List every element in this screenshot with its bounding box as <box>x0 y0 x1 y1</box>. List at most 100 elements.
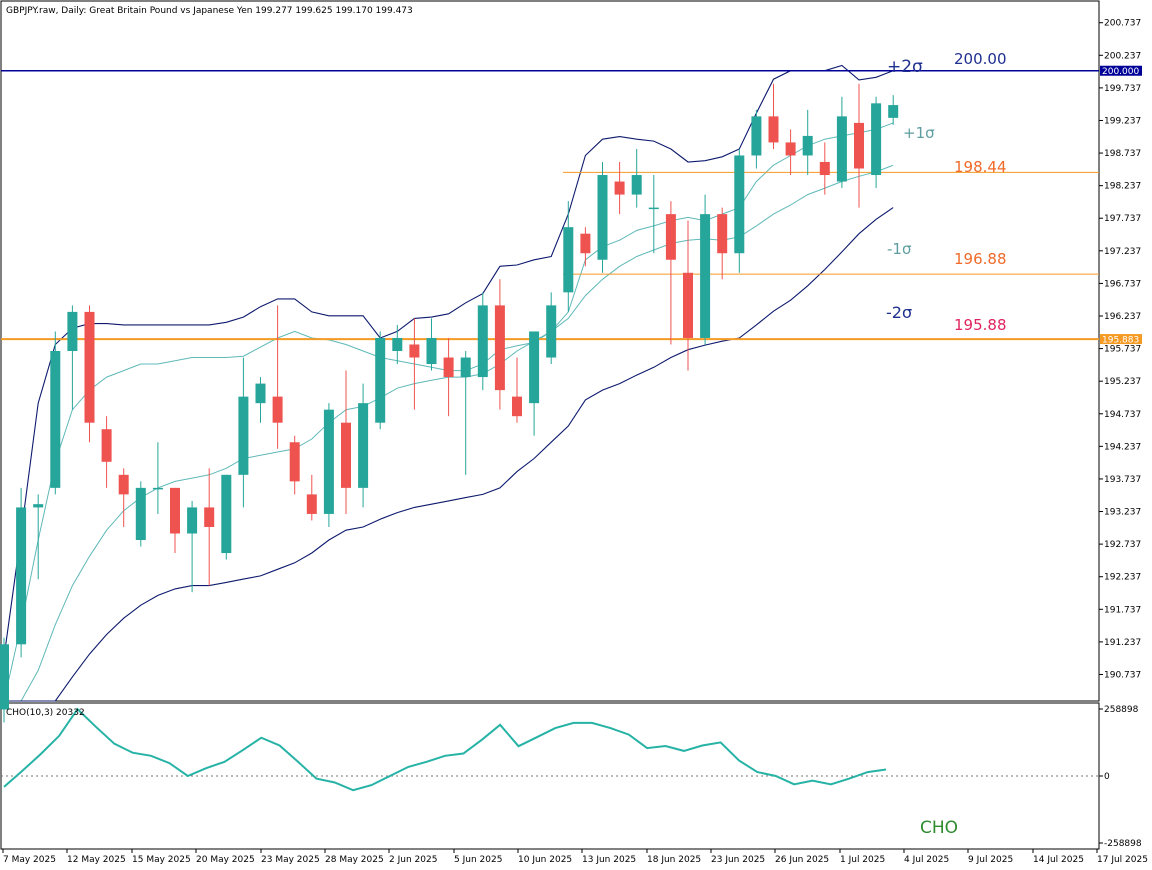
candle-body <box>785 142 796 156</box>
x-tick-label: 26 Jun 2025 <box>775 855 829 865</box>
x-tick-label: 20 May 2025 <box>196 855 255 865</box>
cho-tick-label: 0 <box>1104 772 1110 782</box>
annotation-label: 196.88 <box>954 250 1007 268</box>
candle-body <box>0 644 9 710</box>
candle-body <box>152 487 163 490</box>
candle-body <box>700 214 711 338</box>
y-tick-label: 194.737 <box>1104 410 1141 420</box>
time-axis: 7 May 2025 12 May 2025 15 May 2025 20 May 2… <box>2 849 1148 865</box>
candle-body <box>204 507 215 527</box>
candle-body <box>460 357 471 378</box>
candle-body <box>529 331 540 404</box>
y-tick-label: 192.737 <box>1104 540 1141 550</box>
candle-body <box>255 383 266 404</box>
y-tick-label: 191.737 <box>1104 605 1141 615</box>
annotation-label: +2σ <box>887 57 923 77</box>
candle-body <box>187 507 198 534</box>
candle-body <box>751 116 762 156</box>
band-upper2 <box>3 64 894 658</box>
price-tag-label: 200.000 <box>1102 67 1139 77</box>
indicator-label: CHO(10,3) 20332 <box>6 708 85 718</box>
price-tag <box>1100 334 1142 345</box>
y-tick-label: 199.237 <box>1104 116 1141 126</box>
candle-body <box>392 337 403 351</box>
candle-body <box>888 105 899 118</box>
candle-body <box>717 214 728 254</box>
y-tick-label: 195.737 <box>1104 345 1141 355</box>
band-lower1 <box>4 164 894 702</box>
x-tick-label: 10 Jun 2025 <box>518 855 572 865</box>
candle-body <box>665 214 676 260</box>
chart-title: GBPJPY.raw, Daily: Great Britain Pound v… <box>6 6 413 16</box>
candle-body <box>631 175 642 195</box>
candle-body <box>597 175 608 260</box>
candle-body <box>819 161 830 176</box>
candle-body <box>871 103 882 176</box>
cho-tick-label: -258898 <box>1104 839 1142 849</box>
candle-body <box>118 474 129 495</box>
cho-tick-label: 258898 <box>1104 705 1139 715</box>
candle-body <box>50 351 61 488</box>
x-tick-label: 2 Jun 2025 <box>389 855 437 865</box>
y-tick-label: 193.737 <box>1104 475 1141 485</box>
candle-body <box>409 344 420 358</box>
candles <box>0 83 899 723</box>
x-tick-label: 15 May 2025 <box>132 855 191 865</box>
annotation-label: 200.00 <box>954 50 1007 68</box>
candle-body <box>323 409 334 514</box>
annotation-label: +1σ <box>903 124 935 142</box>
x-tick-label: 17 Jul 2025 <box>1097 855 1148 865</box>
candle-body <box>563 227 574 293</box>
candle-body <box>375 337 386 423</box>
price-tag-label: 195.883 <box>1102 336 1139 346</box>
band-lower2 <box>4 207 894 702</box>
candle-body <box>306 494 317 514</box>
candle-body <box>135 487 146 541</box>
y-tick-label: 200.737 <box>1104 19 1141 29</box>
candle-body <box>734 155 745 254</box>
candle-body <box>683 272 693 338</box>
candle-body <box>272 396 283 423</box>
y-tick-label: 198.737 <box>1104 149 1141 159</box>
candle-body <box>221 474 232 554</box>
y-tick-label: 193.237 <box>1104 508 1141 518</box>
y-tick-label: 196.237 <box>1104 312 1141 322</box>
y-tick-label: 196.737 <box>1104 279 1141 289</box>
x-tick-label: 1 Jul 2025 <box>840 855 885 865</box>
x-tick-label: 4 Jul 2025 <box>904 855 949 865</box>
main-plot-frame <box>0 0 1100 702</box>
y-tick-label: 199.737 <box>1104 84 1141 94</box>
x-tick-label: 23 May 2025 <box>261 855 320 865</box>
y-tick-label: 195.237 <box>1104 377 1141 387</box>
price-axis: 200.737 200.237 199.737 199.237 198.737 198.2… <box>1099 19 1141 680</box>
price-tag <box>1100 65 1142 76</box>
candle-body <box>84 311 95 423</box>
annotation-label: -2σ <box>886 303 912 322</box>
candle-body <box>16 507 27 645</box>
annotations: +2σ +1σ -1σ -2σ 200.00 198.44 196.88 195.88 <box>886 50 1007 334</box>
x-tick-label: 14 Jul 2025 <box>1033 855 1084 865</box>
x-tick-label: 28 May 2025 <box>325 855 384 865</box>
y-tick-label: 197.737 <box>1104 214 1141 224</box>
candle-body <box>238 396 249 475</box>
candle-body <box>33 504 44 508</box>
candle-body <box>477 305 488 378</box>
candle-body <box>443 357 454 378</box>
candle-body <box>580 233 591 254</box>
candle-body <box>170 487 180 534</box>
y-tick-label: 197.237 <box>1104 247 1141 257</box>
candle-body <box>512 396 522 417</box>
annotation-label: 198.44 <box>954 158 1007 176</box>
candle-body <box>802 135 813 156</box>
x-tick-label: 12 May 2025 <box>67 855 126 865</box>
candle-body <box>648 207 659 210</box>
candle-body <box>546 305 557 358</box>
x-tick-label: 7 May 2025 <box>3 855 56 865</box>
cho-indicator: 258898 0 -258898 <box>1 705 1142 849</box>
y-tick-label: 194.237 <box>1104 442 1141 452</box>
y-tick-label: 191.237 <box>1104 638 1141 648</box>
x-tick-label: 23 Jun 2025 <box>711 855 765 865</box>
candle-body <box>768 116 779 143</box>
candle-body <box>614 181 625 195</box>
